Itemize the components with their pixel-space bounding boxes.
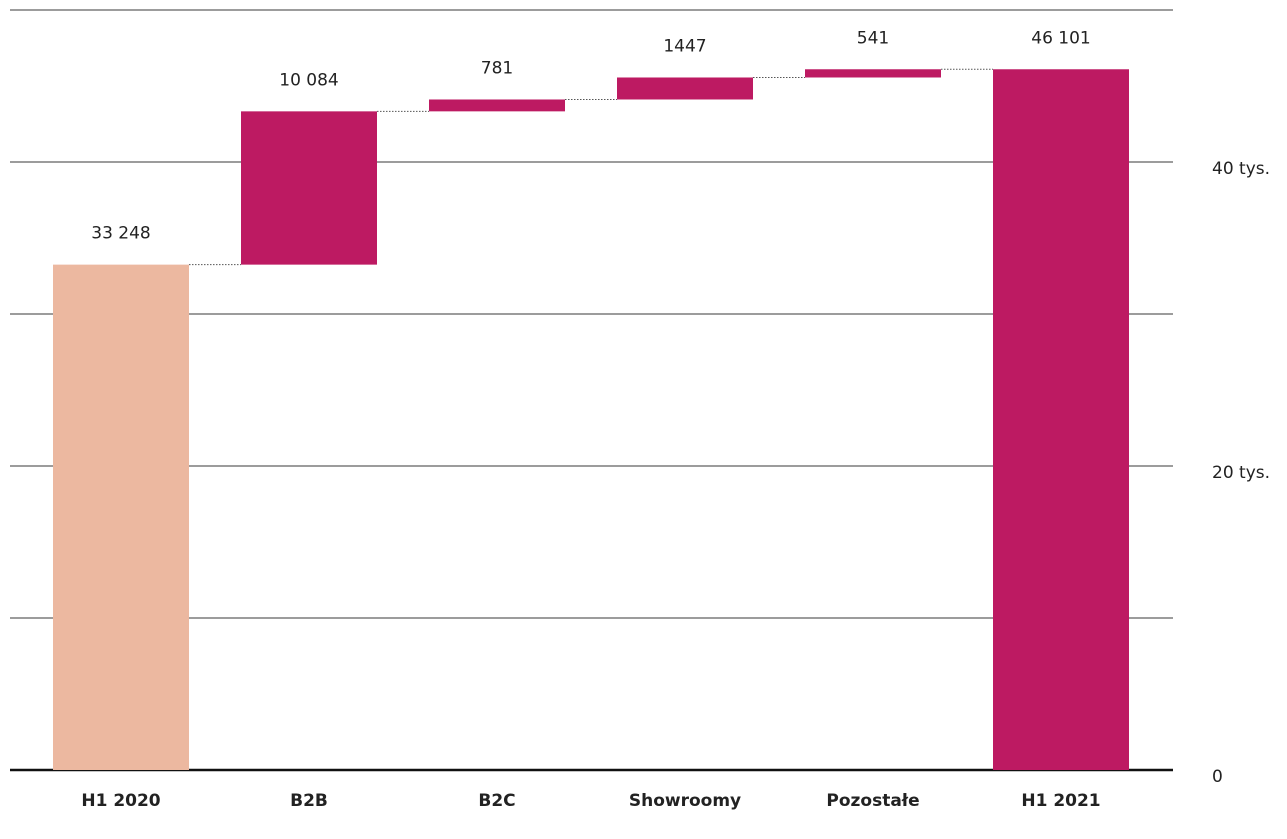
category-label: Pozostałe (826, 791, 919, 811)
value-label: 1447 (663, 36, 706, 56)
value-labels: 33 248 10 084 781 1447 541 46 101 (91, 28, 1090, 243)
value-label: 46 101 (1031, 28, 1090, 48)
value-label: 781 (481, 58, 513, 78)
bars (53, 69, 1129, 771)
connectors (189, 68, 993, 266)
value-label: 33 248 (91, 224, 150, 244)
bar-h1-2020 (53, 264, 189, 770)
category-label: B2B (290, 791, 328, 811)
bar-b2b (241, 111, 377, 265)
category-label: H1 2021 (1021, 791, 1100, 811)
bar-pozosta-e (805, 69, 941, 78)
category-label: B2C (478, 791, 515, 811)
category-labels: H1 2020 B2B B2C Showroomy Pozostałe H1 2021 (81, 791, 1100, 811)
value-label: 541 (857, 28, 889, 48)
bar-b2c (429, 99, 565, 112)
y-axis-ticks: 0 20 tys. 40 tys. (1212, 159, 1270, 787)
y-tick-label: 20 tys. (1212, 463, 1270, 483)
bar-showroomy (617, 77, 753, 100)
category-label: H1 2020 (81, 791, 160, 811)
y-tick-label: 40 tys. (1212, 159, 1270, 179)
bar-h1-2021 (993, 69, 1129, 771)
gridlines (10, 9, 1173, 772)
y-tick-label: 0 (1212, 767, 1223, 787)
category-label: Showroomy (629, 791, 741, 811)
value-label: 10 084 (279, 70, 338, 90)
